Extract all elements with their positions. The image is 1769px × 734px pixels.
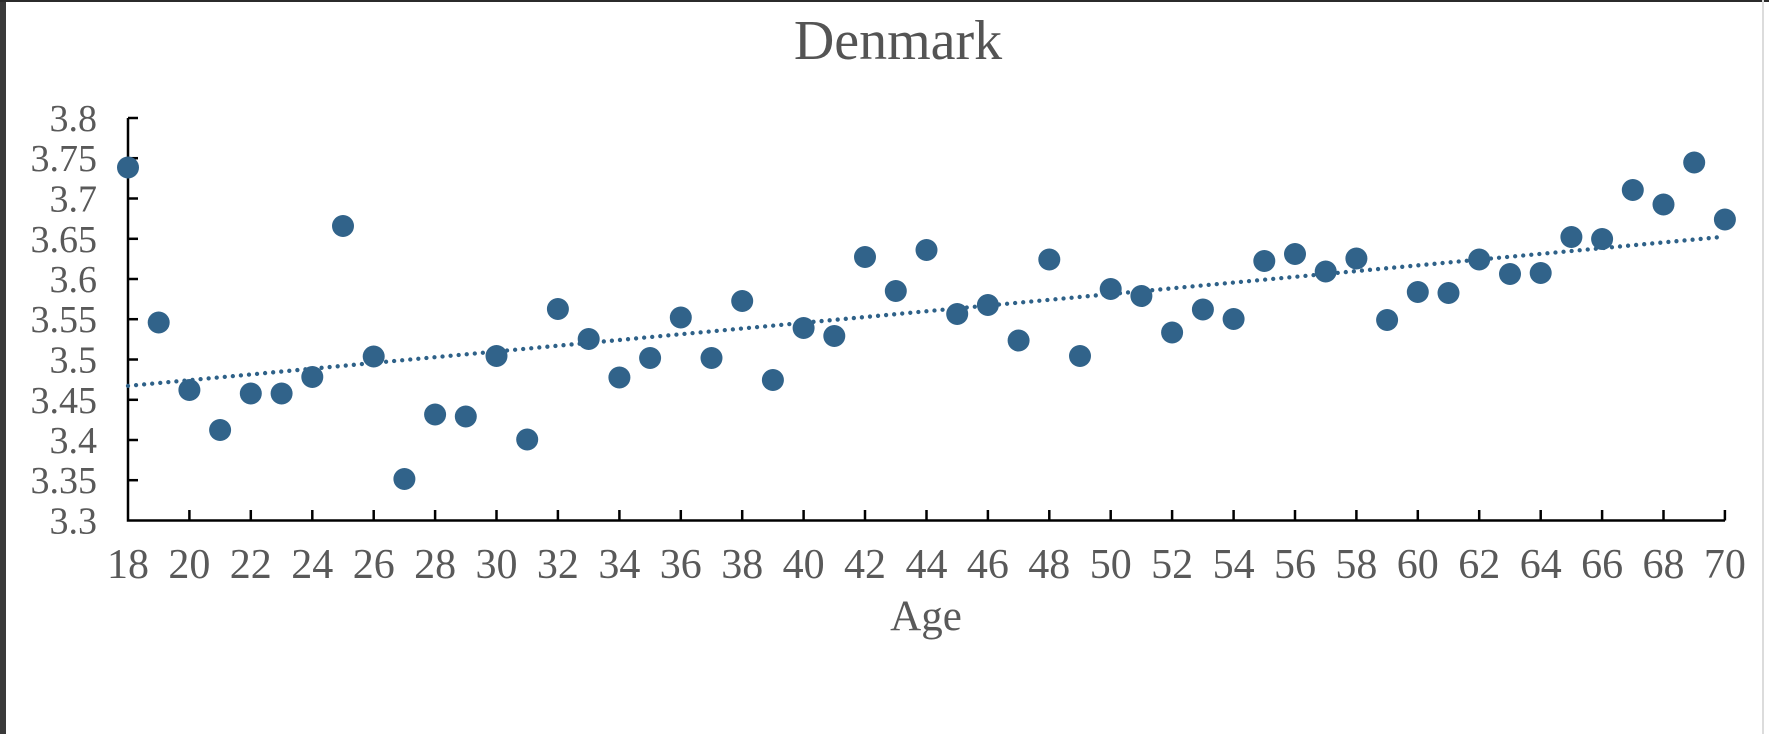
svg-text:52: 52 [1151,542,1193,588]
svg-text:18: 18 [107,542,149,588]
svg-text:36: 36 [660,542,702,588]
svg-text:28: 28 [414,542,456,588]
svg-text:3.55: 3.55 [31,299,98,341]
svg-text:24: 24 [291,542,333,588]
svg-text:42: 42 [844,542,886,588]
svg-text:54: 54 [1213,542,1255,588]
svg-text:58: 58 [1335,542,1377,588]
svg-text:70: 70 [1704,542,1746,588]
svg-text:Denmark: Denmark [794,10,1002,72]
svg-text:32: 32 [537,542,579,588]
svg-text:48: 48 [1028,542,1070,588]
svg-text:38: 38 [721,542,763,588]
svg-text:3.75: 3.75 [31,138,98,180]
svg-text:20: 20 [168,542,210,588]
svg-text:34: 34 [598,542,640,588]
svg-text:66: 66 [1581,542,1623,588]
svg-text:3.5: 3.5 [50,340,98,382]
svg-text:62: 62 [1458,542,1500,588]
svg-text:Age: Age [890,593,962,640]
svg-text:46: 46 [967,542,1009,588]
svg-text:26: 26 [353,542,395,588]
svg-text:3.6: 3.6 [50,259,98,301]
svg-text:3.65: 3.65 [31,219,98,261]
svg-text:3.35: 3.35 [31,460,98,502]
svg-text:56: 56 [1274,542,1316,588]
svg-text:44: 44 [906,542,948,588]
svg-text:30: 30 [476,542,518,588]
svg-text:3.4: 3.4 [50,420,98,462]
svg-text:3.45: 3.45 [31,380,98,422]
svg-text:40: 40 [783,542,825,588]
svg-text:68: 68 [1643,542,1685,588]
svg-text:3.3: 3.3 [50,501,98,543]
svg-text:50: 50 [1090,542,1132,588]
svg-text:60: 60 [1397,542,1439,588]
svg-text:22: 22 [230,542,272,588]
svg-text:3.8: 3.8 [50,98,98,140]
svg-text:3.7: 3.7 [50,179,98,221]
svg-text:64: 64 [1520,542,1562,588]
